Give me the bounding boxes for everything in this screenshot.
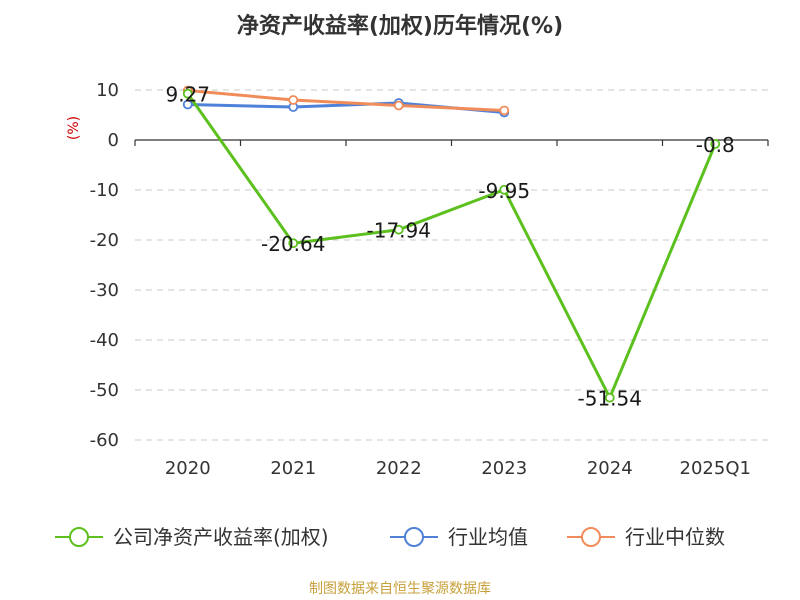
- source-note: 制图数据来自恒生聚源数据库: [309, 581, 491, 597]
- chart-title: 净资产收益率(加权)历年情况(%): [236, 14, 564, 39]
- data-point: [182, 99, 193, 110]
- x-tick-label: 2024: [587, 458, 633, 479]
- legend-label: 公司净资产收益率(加权): [113, 525, 329, 549]
- data-point: [182, 88, 193, 99]
- x-tick-label: 2022: [376, 458, 422, 479]
- data-point: [393, 224, 404, 235]
- data-point: [393, 100, 404, 111]
- series-lines: [182, 85, 721, 403]
- data-label: 9.27: [165, 83, 210, 107]
- data-point: [499, 184, 510, 195]
- data-labels: 9.27 -20.64 -17.94 -9.95 -51.54 -0.8: [165, 83, 734, 411]
- data-point: [710, 139, 721, 149]
- y-tick-label: 10: [96, 80, 119, 101]
- legend-label: 行业均值: [448, 525, 528, 549]
- legend-marker: [581, 527, 601, 547]
- legend-marker: [69, 527, 89, 547]
- data-point: [604, 392, 615, 403]
- legend-item: 行业均值: [390, 525, 528, 549]
- y-tick-label: -40: [90, 330, 119, 351]
- legend: 公司净资产收益率(加权) 行业均值 行业中位数: [55, 525, 725, 549]
- y-axis-unit-label: (%): [66, 116, 82, 140]
- legend-label: 行业中位数: [625, 525, 725, 549]
- y-tick-label: -30: [90, 280, 119, 301]
- x-tick-label: 2023: [481, 458, 527, 479]
- series-line: [187, 89, 505, 112]
- y-tick-label: -60: [90, 430, 119, 451]
- x-tick-label: 2021: [270, 458, 316, 479]
- data-point: [288, 238, 299, 249]
- x-tick-label: 2025Q1: [680, 458, 751, 479]
- legend-item: 公司净资产收益率(加权): [55, 525, 329, 549]
- data-label: -20.64: [261, 232, 325, 256]
- data-label: -17.94: [367, 219, 431, 243]
- y-tick-label: -10: [90, 180, 119, 201]
- legend-marker: [404, 527, 424, 547]
- data-label: -0.8: [696, 133, 735, 157]
- x-tick-label: 2020: [165, 458, 211, 479]
- data-label: -9.95: [478, 179, 530, 203]
- legend-item: 行业中位数: [567, 525, 725, 549]
- data-point: [288, 95, 299, 105]
- series-line: [186, 92, 717, 400]
- axes: 10 0 -10 -20 -30 -40 -50 -60 2020 2021 2022 2023 202…: [90, 80, 769, 479]
- data-label: -51.54: [578, 387, 642, 411]
- data-point: [499, 105, 510, 116]
- y-tick-label: -20: [90, 230, 119, 251]
- y-tick-label: 0: [108, 130, 119, 151]
- y-tick-label: -50: [90, 380, 119, 401]
